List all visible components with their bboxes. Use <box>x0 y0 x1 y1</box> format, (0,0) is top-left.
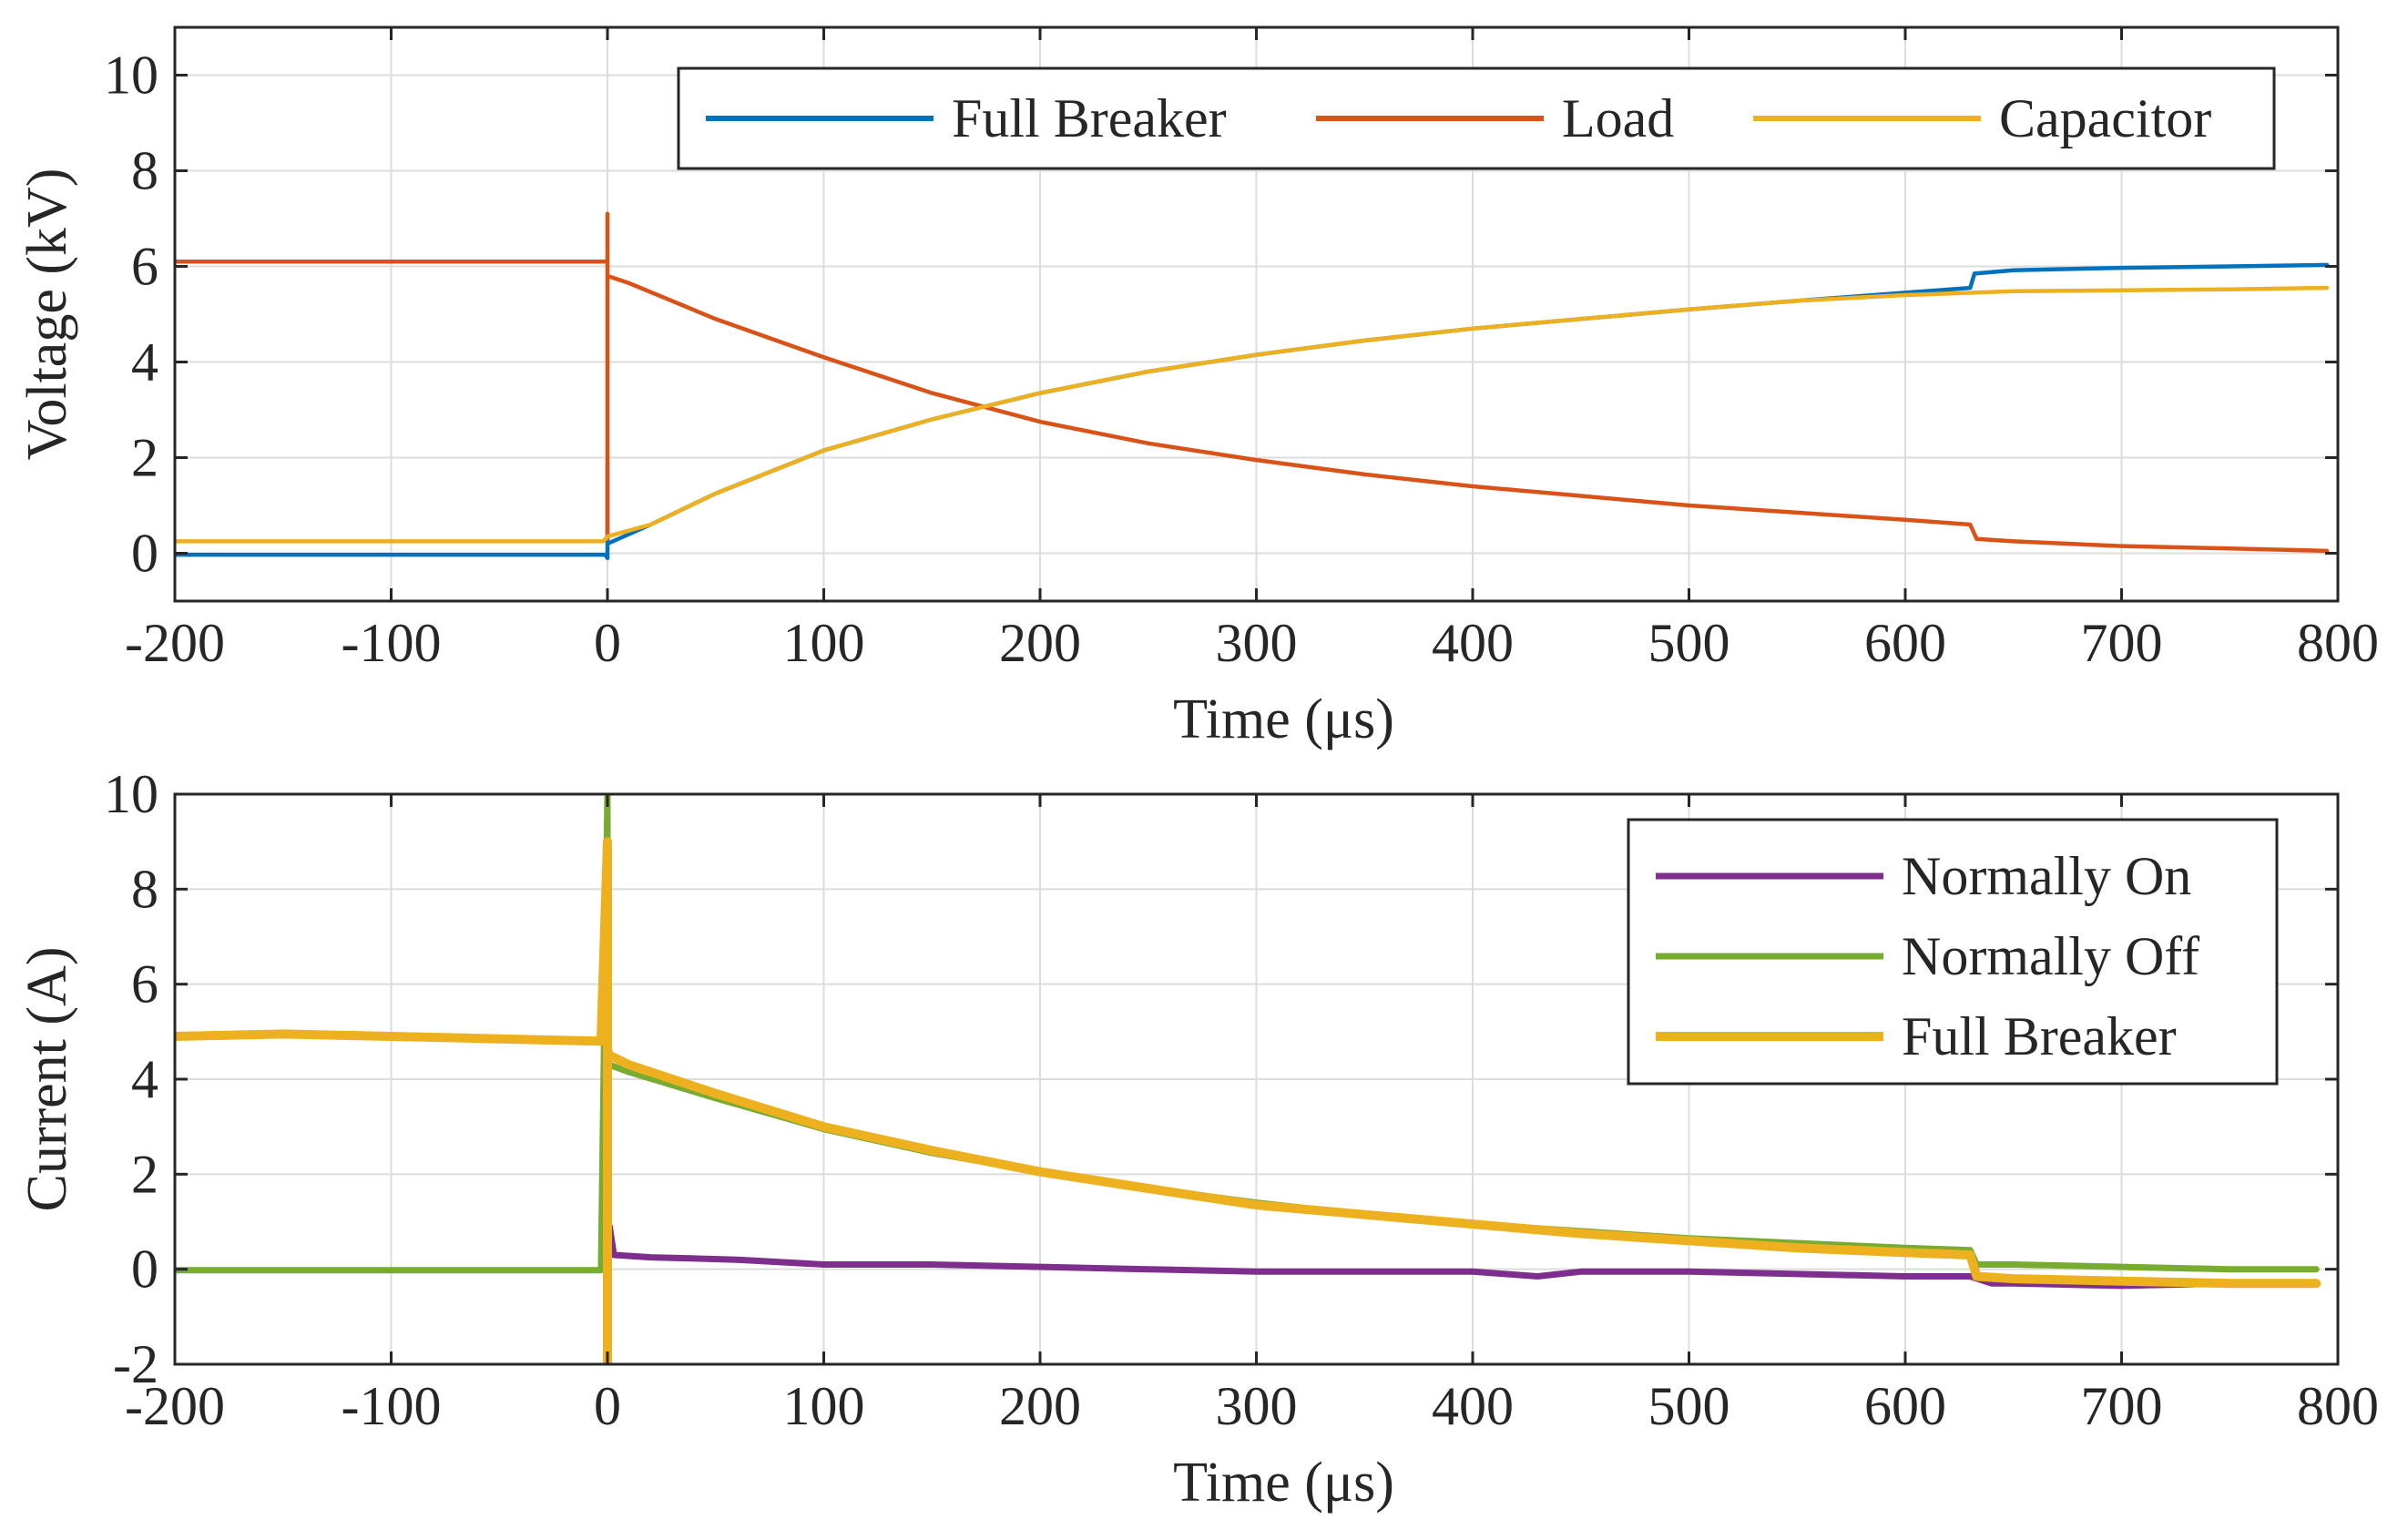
x-tick-label: 0 <box>594 613 621 673</box>
x-tick-label: -100 <box>342 1376 442 1436</box>
x-tick-label: 100 <box>783 613 865 673</box>
y-axis-label: Current (A) <box>16 947 78 1212</box>
legend: Full Breaker Load Capacitor <box>677 66 2276 170</box>
y-tick-label: 10 <box>104 46 158 106</box>
y-tick-label: 6 <box>131 237 158 297</box>
y-tick-label: 4 <box>131 332 158 393</box>
y-axis-label: Voltage (kV) <box>16 168 78 461</box>
x-tick-label: 600 <box>1864 613 1946 673</box>
x-tick-label: 700 <box>2081 1376 2163 1436</box>
y-tick-label: 8 <box>131 859 158 919</box>
legend-label: Normally Off <box>1902 926 2199 986</box>
y-tick-label: 4 <box>131 1049 158 1109</box>
x-tick-label: 600 <box>1864 1376 1946 1436</box>
x-tick-label: 700 <box>2081 613 2163 673</box>
x-tick-label: 300 <box>1216 1376 1298 1436</box>
x-tick-label: 500 <box>1648 1376 1730 1436</box>
legend-label: Full Breaker <box>952 88 1227 148</box>
legend-label: Normally On <box>1902 846 2191 906</box>
chart-panel-2: -200 -100 0 100 200 300 400 500 600 700 800 -2 0 2 4 6 8… <box>16 764 2379 1514</box>
x-tick-label: 100 <box>783 1376 865 1436</box>
x-tick-label: 400 <box>1432 613 1514 673</box>
x-tick-label: 300 <box>1216 613 1298 673</box>
x-tick-label: 0 <box>594 1376 621 1436</box>
x-tick-label: -200 <box>125 613 225 673</box>
x-tick-label: 800 <box>2297 1376 2379 1436</box>
y-tick-label: -2 <box>113 1334 158 1394</box>
series-line-capacitor <box>175 285 2330 544</box>
y-tick-label: 8 <box>131 141 158 201</box>
legend: Normally On Normally Off Full Breaker <box>1627 818 2279 1086</box>
x-tick-label: 200 <box>999 613 1081 673</box>
legend-label: Capacitor <box>1999 88 2211 148</box>
x-axis-label: Time (μs) <box>1173 688 1394 750</box>
series-line-full-breaker <box>175 837 2321 1364</box>
x-tick-label: 800 <box>2297 613 2379 673</box>
y-tick-label: 10 <box>104 764 158 824</box>
y-tick-label: 6 <box>131 954 158 1015</box>
x-tick-label: 500 <box>1648 613 1730 673</box>
x-tick-label: 200 <box>999 1376 1081 1436</box>
chart-panel-1: -200 -100 0 100 200 300 400 500 600 700 800 0 2 4 6 8 10… <box>16 25 2379 750</box>
legend-label: Full Breaker <box>1902 1006 2177 1066</box>
x-tick-label: -100 <box>342 613 442 673</box>
y-tick-label: 2 <box>131 428 158 488</box>
series-line-normally-on <box>604 1223 2320 1290</box>
y-tick-label: 0 <box>131 1239 158 1300</box>
legend-label: Load <box>1562 88 1674 148</box>
x-tick-label: 400 <box>1432 1376 1514 1436</box>
x-tick-label: -200 <box>125 1376 225 1436</box>
y-tick-label: 2 <box>131 1144 158 1204</box>
y-tick-label: 0 <box>131 524 158 584</box>
x-axis-label: Time (μs) <box>1173 1452 1394 1514</box>
